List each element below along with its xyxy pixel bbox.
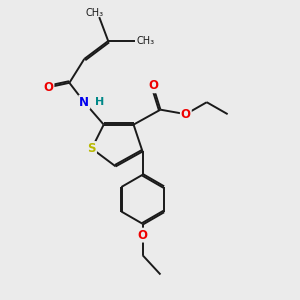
Text: N: N bbox=[79, 96, 89, 109]
Text: H: H bbox=[94, 97, 104, 107]
Text: O: O bbox=[44, 81, 53, 94]
Text: O: O bbox=[148, 79, 158, 92]
Text: O: O bbox=[137, 229, 148, 242]
Text: S: S bbox=[88, 142, 96, 155]
Text: CH₃: CH₃ bbox=[136, 36, 154, 46]
Text: O: O bbox=[181, 108, 191, 121]
Text: CH₃: CH₃ bbox=[86, 8, 104, 18]
